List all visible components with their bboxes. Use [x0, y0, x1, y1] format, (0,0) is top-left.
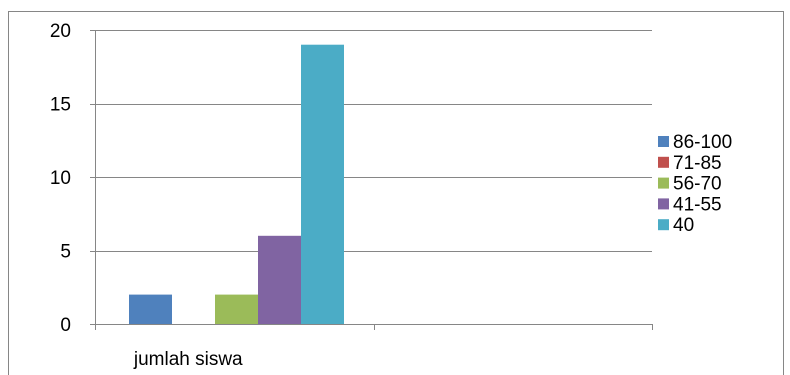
- legend-swatch-71-85: [658, 156, 669, 168]
- y-tick-label: 10: [50, 168, 71, 189]
- bar-56-70: [215, 294, 258, 324]
- bar-40: [301, 44, 344, 324]
- y-tick-label: 5: [60, 242, 71, 263]
- bar-41-55: [258, 235, 301, 324]
- gridlines: [90, 30, 652, 325]
- legend-label: 40: [673, 215, 694, 236]
- legend-swatch-56-70: [658, 177, 669, 189]
- legend-label: 41-55: [673, 194, 722, 215]
- legend-swatch-86-100: [658, 136, 669, 147]
- y-tick-labels: 0 5 10 15 20: [50, 21, 71, 336]
- x-category-labels: jumlah siswa: [133, 349, 243, 370]
- y-tick-label: 15: [50, 95, 71, 116]
- y-tick-label: 0: [60, 315, 71, 336]
- chart-border: [8, 11, 784, 375]
- legend-swatch-41-55: [658, 198, 669, 210]
- legend-swatch-40: [658, 219, 669, 231]
- legend-label: 86-100: [673, 132, 732, 153]
- bar-86-100: [129, 294, 172, 324]
- x-category-label: jumlah siswa: [133, 349, 243, 370]
- axes: [95, 30, 653, 330]
- y-tick-label: 20: [50, 21, 71, 42]
- legend-label: 56-70: [673, 174, 722, 195]
- bars: [129, 44, 344, 324]
- legend-label: 71-85: [673, 153, 722, 174]
